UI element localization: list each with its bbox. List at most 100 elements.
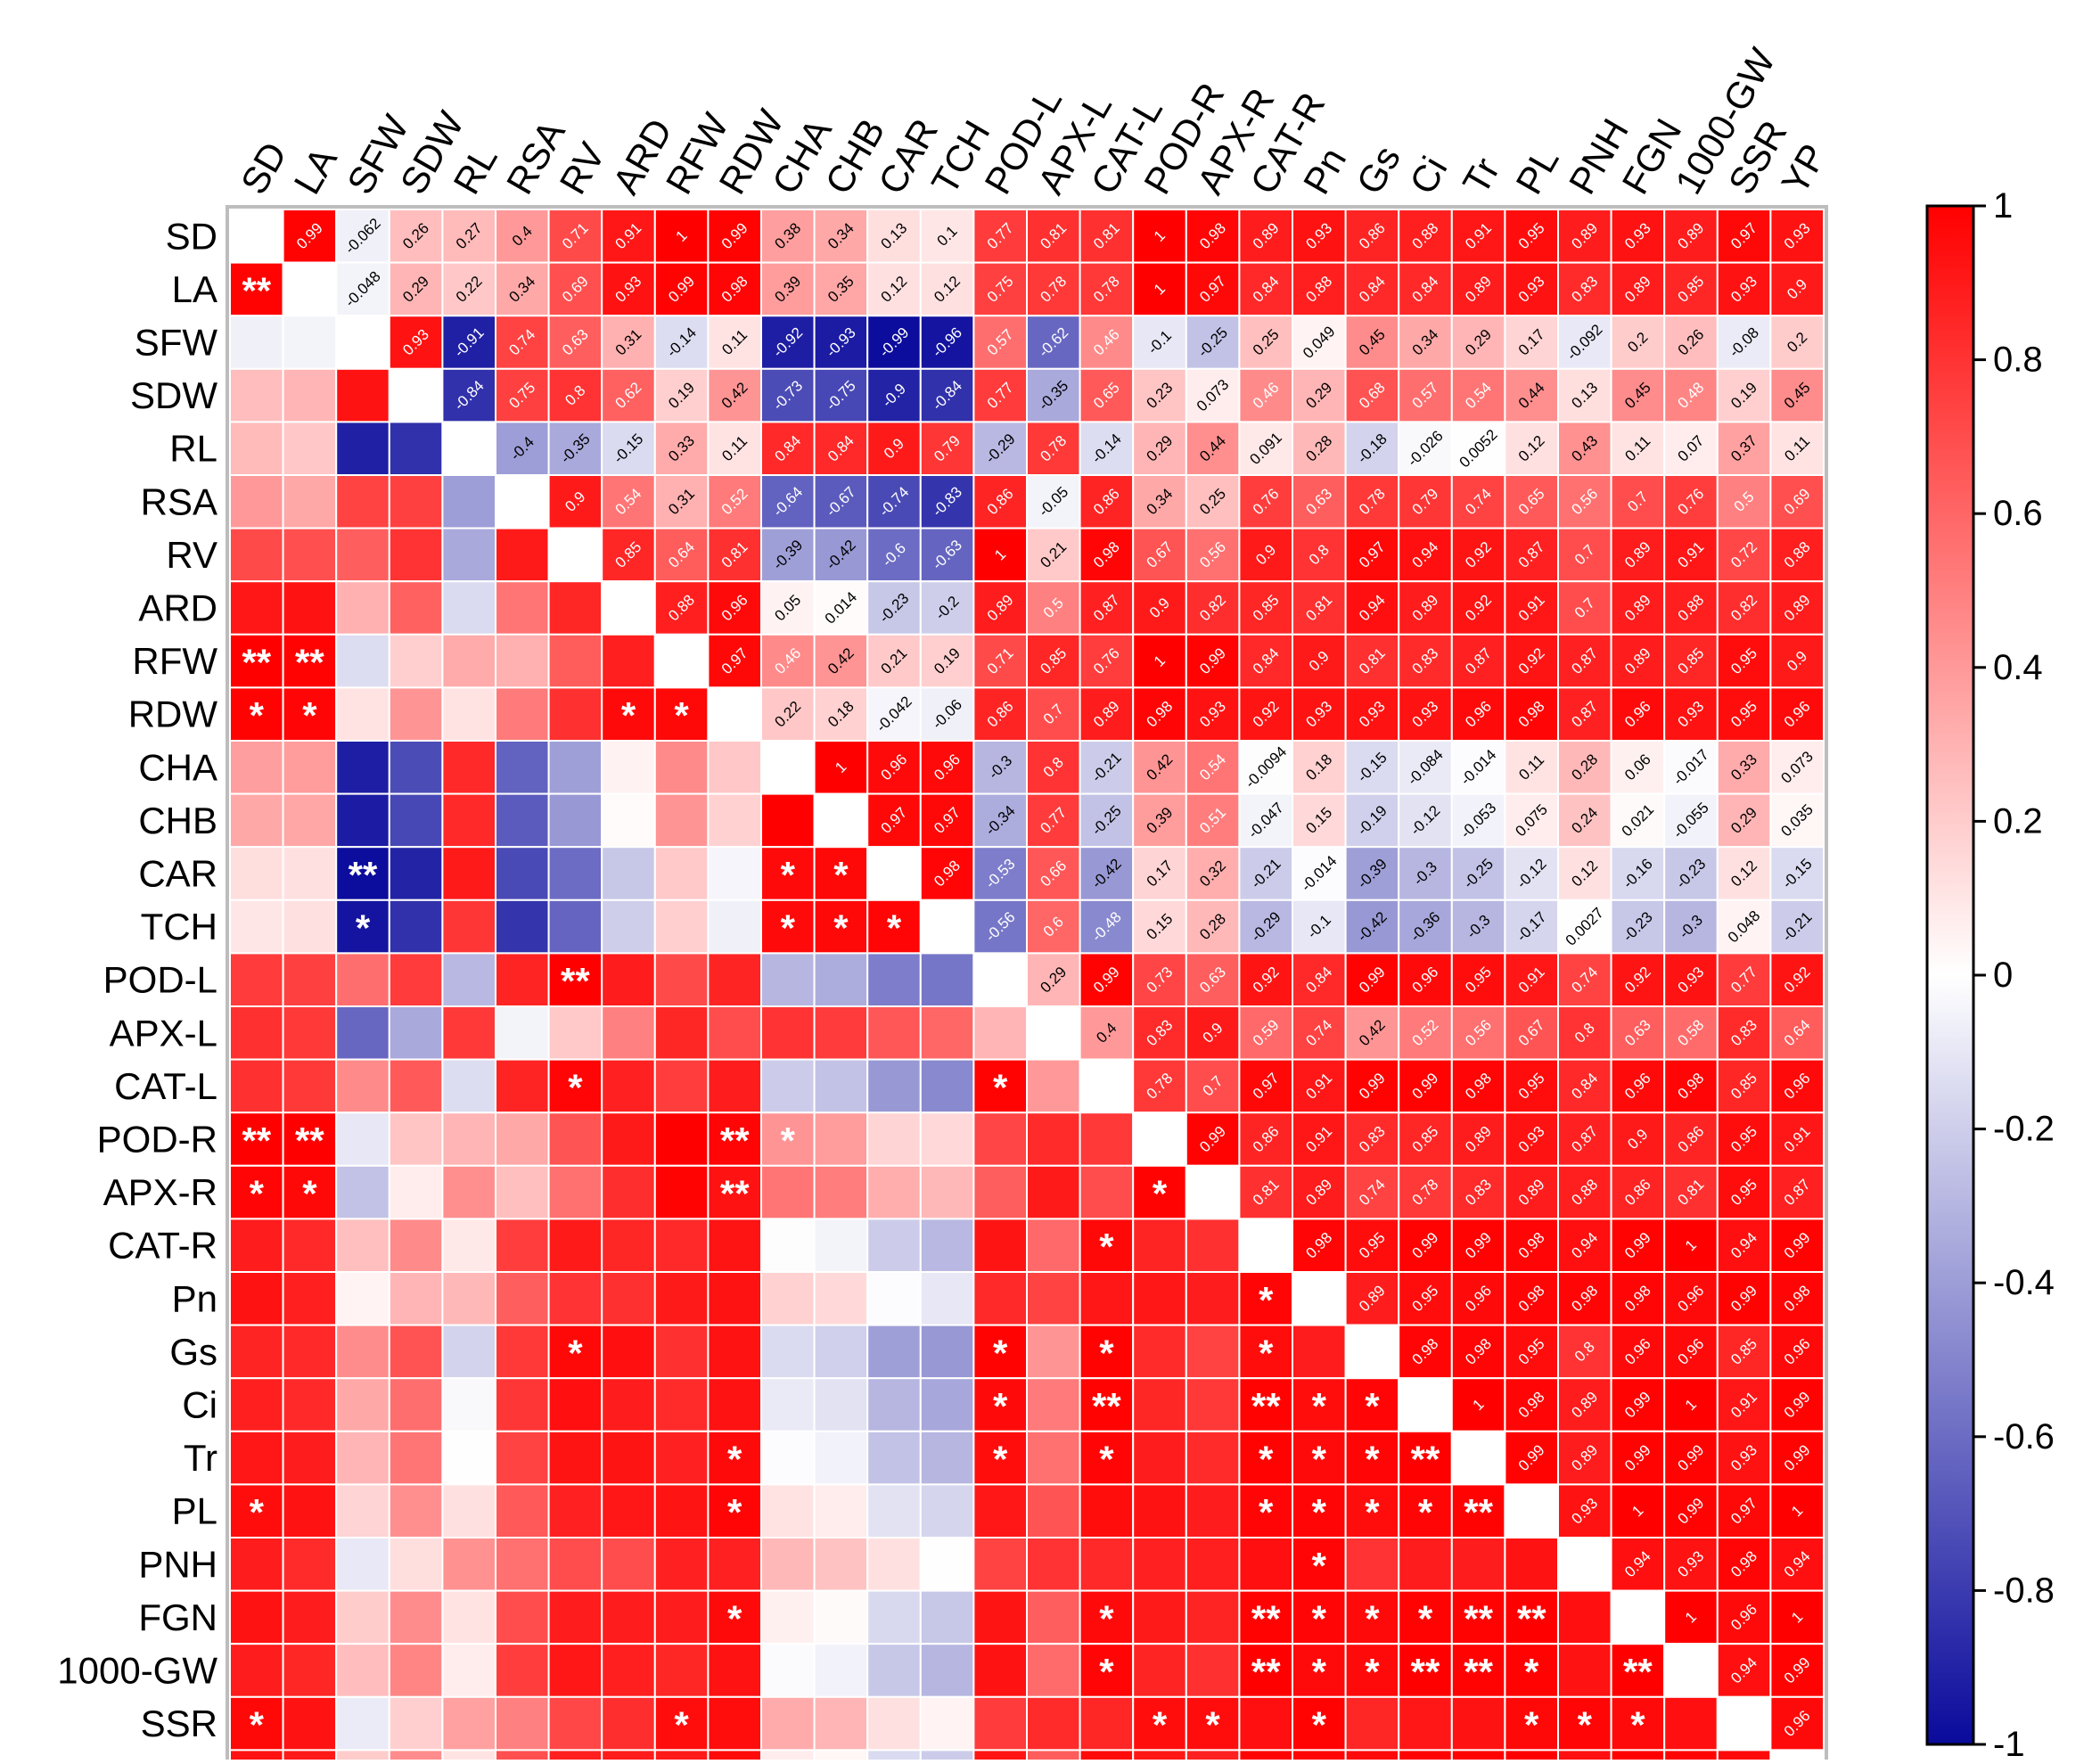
significance-star: * [887, 907, 902, 949]
heatmap-cell [919, 1643, 975, 1698]
heatmap-cell [1716, 1058, 1772, 1114]
heatmap-cell [1132, 1164, 1187, 1220]
heatmap-cell [866, 1377, 922, 1432]
heatmap-cell [1769, 527, 1825, 583]
heatmap-cell [1238, 1377, 1294, 1432]
heatmap-cell [1185, 421, 1241, 476]
heatmap-cell [760, 1643, 816, 1698]
heatmap-cell [282, 261, 338, 317]
heatmap-cell [601, 1218, 656, 1274]
heatmap-cell [1079, 898, 1135, 955]
significance-star: * [1312, 1704, 1327, 1746]
heatmap-cell [813, 633, 869, 689]
heatmap-cell [335, 740, 390, 795]
heatmap-cell [1238, 740, 1294, 795]
heatmap-cell [547, 474, 603, 529]
heatmap-cell [229, 1271, 284, 1326]
heatmap-cell [495, 474, 550, 529]
heatmap-cell [601, 740, 656, 795]
heatmap-cell [601, 1643, 656, 1698]
heatmap-cell [1610, 209, 1666, 264]
row-label: ARD [138, 587, 217, 629]
heatmap-cell [335, 367, 390, 423]
row-label: Pn [172, 1277, 217, 1319]
heatmap-cell [1450, 1218, 1506, 1274]
heatmap-cell [547, 1271, 603, 1326]
row-label: POD-L [103, 959, 217, 1001]
heatmap-cell [866, 1058, 922, 1114]
row-label: Tr [184, 1437, 217, 1479]
heatmap-cell [760, 1589, 816, 1645]
heatmap-cell [1716, 261, 1772, 317]
heatmap-cell [547, 846, 603, 901]
heatmap-cell [1610, 633, 1666, 689]
heatmap-cell [495, 1589, 550, 1645]
heatmap-cell [866, 846, 922, 901]
heatmap-cell [282, 367, 338, 423]
heatmap-cell [1292, 1271, 1347, 1326]
heatmap-cell [760, 1749, 816, 1764]
heatmap-cell [1557, 421, 1612, 476]
heatmap-cell [1504, 740, 1560, 795]
significance-star: ** [561, 960, 590, 1002]
significance-star: * [1365, 1439, 1380, 1481]
heatmap-cell [813, 1164, 869, 1220]
heatmap-cell [388, 1483, 444, 1539]
heatmap-cell [282, 1324, 338, 1380]
significance-star: * [250, 1704, 265, 1746]
heatmap-cell [441, 952, 496, 1008]
heatmap-cell [1663, 686, 1719, 743]
heatmap-cell [1504, 1112, 1560, 1167]
significance-star: * [1312, 1545, 1327, 1587]
heatmap-cell [866, 792, 922, 849]
heatmap-cell [1450, 1589, 1506, 1645]
heatmap-cell [653, 1430, 710, 1486]
heatmap-cell [1610, 686, 1666, 743]
heatmap-cell [1185, 740, 1241, 795]
heatmap-cell [335, 1271, 390, 1326]
significance-star: * [1312, 1385, 1327, 1427]
heatmap-cell [919, 1164, 975, 1220]
heatmap-cell [1185, 1377, 1241, 1432]
heatmap-cell [1450, 1695, 1506, 1752]
heatmap-cell [1398, 527, 1453, 583]
heatmap-cell [919, 898, 975, 955]
heatmap-cell [282, 209, 338, 264]
heatmap-cell [388, 421, 444, 476]
heatmap-cell [1769, 633, 1825, 689]
heatmap-cell [866, 1324, 922, 1380]
heatmap-cell [388, 261, 444, 317]
row-label: SDW [130, 374, 217, 416]
heatmap-cell [495, 952, 550, 1008]
heatmap-cell [1079, 952, 1135, 1008]
heatmap-cell [866, 1749, 922, 1764]
heatmap-cell [229, 1324, 284, 1380]
heatmap-cell [388, 1058, 444, 1114]
heatmap-cell [335, 1589, 390, 1645]
heatmap-cell [813, 1005, 869, 1061]
heatmap-cell [653, 1058, 710, 1114]
heatmap-cell [335, 1058, 390, 1114]
heatmap-cell [1504, 315, 1560, 370]
significance-star: * [1259, 1491, 1274, 1533]
heatmap-cell [866, 952, 922, 1008]
heatmap-cell [282, 1377, 338, 1432]
column-label: Gs [1348, 139, 1408, 201]
significance-star: * [993, 1066, 1008, 1108]
row-label: PNH [138, 1543, 217, 1585]
heatmap-cell [707, 1483, 763, 1539]
heatmap-cell [1079, 1430, 1135, 1486]
heatmap-cell [1450, 846, 1506, 901]
significance-star: * [833, 854, 849, 896]
heatmap-cell [388, 740, 444, 795]
heatmap-cell [601, 633, 656, 689]
heatmap-cell [495, 1005, 550, 1061]
heatmap-cell [1716, 846, 1772, 901]
heatmap-cell [1610, 1324, 1666, 1380]
heatmap-cell [1026, 474, 1081, 529]
heatmap-cell [707, 1005, 763, 1061]
heatmap-cell [335, 580, 390, 636]
heatmap-cell [1557, 686, 1612, 743]
heatmap-cell [1026, 421, 1081, 476]
